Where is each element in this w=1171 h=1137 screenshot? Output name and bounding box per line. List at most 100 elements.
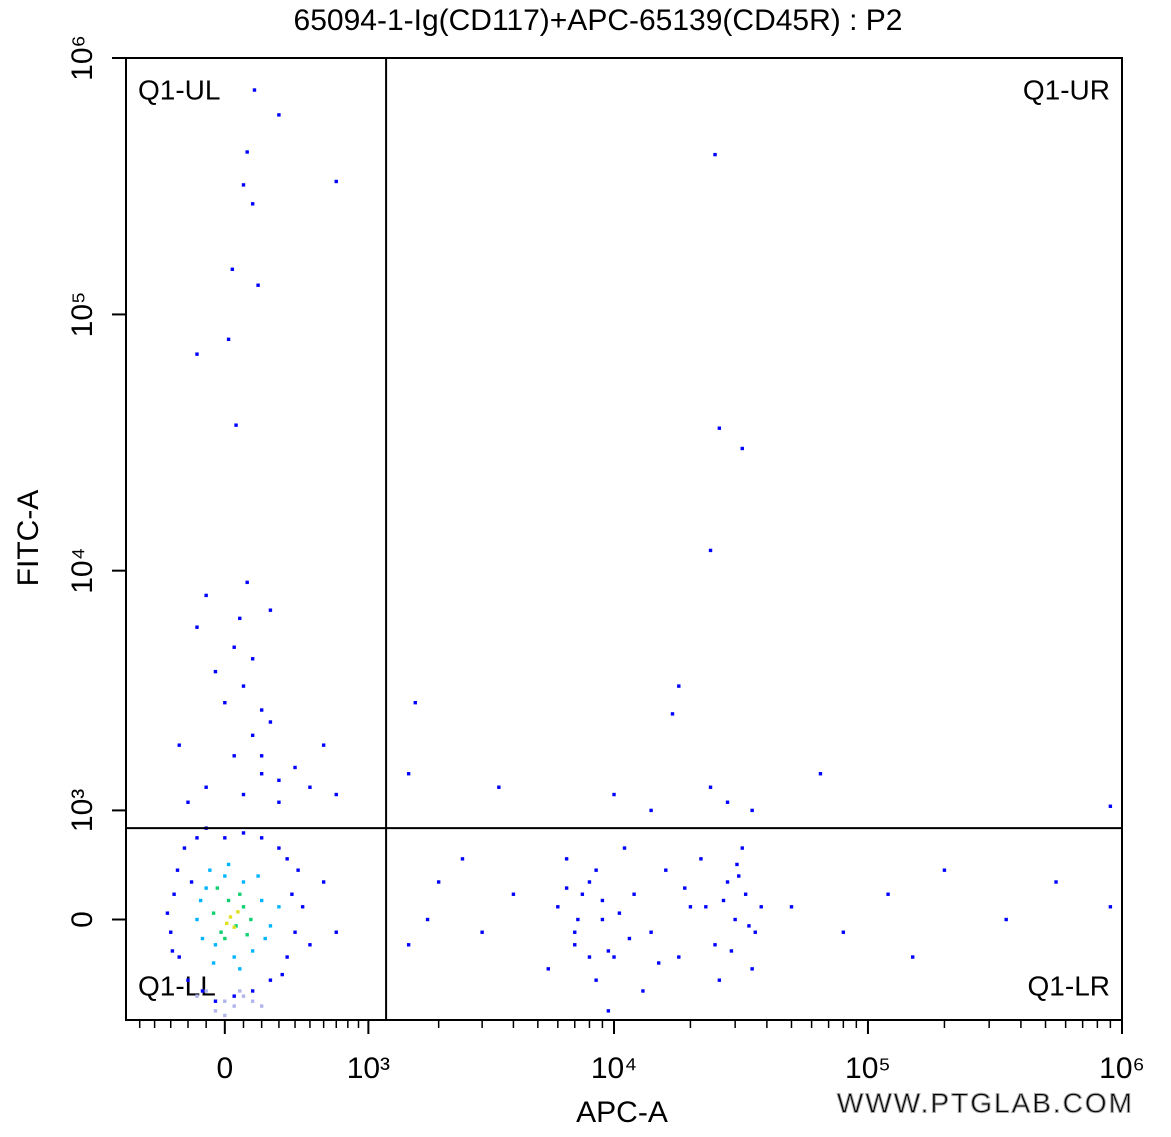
data-point [334, 792, 338, 797]
data-point [241, 905, 246, 909]
data-point [740, 846, 744, 850]
quadrant-label: Q1-UL [138, 74, 220, 105]
data-point [268, 720, 273, 724]
data-point [573, 943, 577, 947]
watermark: WWW.PTGLAB.COM [837, 1087, 1134, 1118]
data-point [250, 733, 255, 738]
y-axis-label: FITC-A [12, 490, 45, 587]
data-point [277, 800, 281, 804]
y-tick-label: 10⁶ [66, 35, 99, 81]
data-point [223, 999, 227, 1003]
data-point [735, 862, 739, 867]
data-point [497, 785, 501, 789]
x-tick-label: 10⁵ [845, 1052, 891, 1085]
data-point [232, 955, 236, 959]
data-point [406, 943, 411, 947]
data-point [241, 792, 246, 797]
data-point [204, 593, 208, 598]
data-point [211, 961, 216, 965]
data-point [236, 910, 240, 914]
data-point [733, 917, 737, 922]
data-point [186, 800, 190, 804]
data-point [713, 943, 717, 947]
data-point [175, 868, 180, 872]
data-point [204, 886, 208, 890]
data-point [406, 772, 411, 776]
data-point [841, 930, 846, 934]
data-point [436, 880, 441, 884]
data-point [656, 961, 661, 965]
data-point [195, 352, 199, 356]
data-point [226, 898, 231, 903]
data-point [204, 989, 208, 993]
data-point [213, 1009, 218, 1013]
data-point [223, 836, 227, 840]
data-point [200, 936, 205, 941]
data-point [213, 943, 218, 947]
data-point [546, 967, 550, 971]
data-point [293, 930, 297, 934]
data-point [600, 917, 605, 922]
data-point [612, 955, 616, 959]
data-point [232, 645, 236, 649]
plot-frame [125, 57, 1123, 1021]
data-point [245, 150, 249, 154]
data-point [195, 994, 199, 998]
data-point [789, 905, 794, 909]
y-tick-label: 10⁴ [66, 548, 99, 594]
data-point [259, 708, 264, 712]
data-point [759, 905, 763, 909]
data-point [717, 978, 722, 982]
data-point [285, 857, 289, 861]
data-point [177, 743, 181, 747]
data-point [238, 616, 242, 621]
data-point [241, 880, 246, 884]
data-point [277, 778, 281, 783]
data-point [480, 930, 484, 934]
data-point [232, 1004, 236, 1008]
y-tick-label: 0 [66, 911, 99, 928]
data-point [740, 446, 744, 451]
data-point [259, 772, 264, 776]
data-point [189, 880, 194, 884]
data-point [649, 808, 653, 813]
data-point [743, 892, 748, 896]
data-point [321, 880, 326, 884]
data-point [556, 905, 560, 909]
data-point [165, 911, 170, 915]
data-point [580, 892, 585, 896]
data-point [334, 930, 338, 934]
data-point [725, 880, 730, 884]
y-tick-label: 10⁵ [66, 292, 99, 338]
data-point [234, 423, 238, 427]
quadrant-label: Q1-UR [1023, 74, 1110, 105]
data-point [606, 949, 611, 953]
quadrant-label: Q1-LR [1028, 970, 1110, 1001]
data-point [708, 548, 713, 553]
data-point [186, 978, 190, 982]
data-point [587, 880, 592, 884]
data-point [238, 892, 242, 896]
data-point [208, 868, 212, 872]
data-point [277, 846, 281, 850]
data-point [425, 917, 430, 922]
data-point [213, 999, 218, 1003]
data-point [511, 892, 516, 896]
data-point [256, 283, 260, 287]
data-point [594, 868, 598, 872]
data-point [688, 905, 693, 909]
data-point [576, 917, 580, 922]
data-point [241, 831, 246, 835]
data-point [942, 868, 947, 872]
data-point [750, 967, 754, 971]
data-point [641, 989, 645, 993]
data-point [308, 943, 312, 947]
data-point [612, 792, 616, 797]
data-point [232, 754, 236, 758]
data-point [223, 874, 227, 878]
data-point [683, 886, 687, 890]
y-tick-label: 10³ [66, 789, 99, 832]
x-tick-label: 0 [216, 1052, 233, 1085]
data-point [1054, 880, 1058, 884]
data-point [263, 936, 267, 941]
